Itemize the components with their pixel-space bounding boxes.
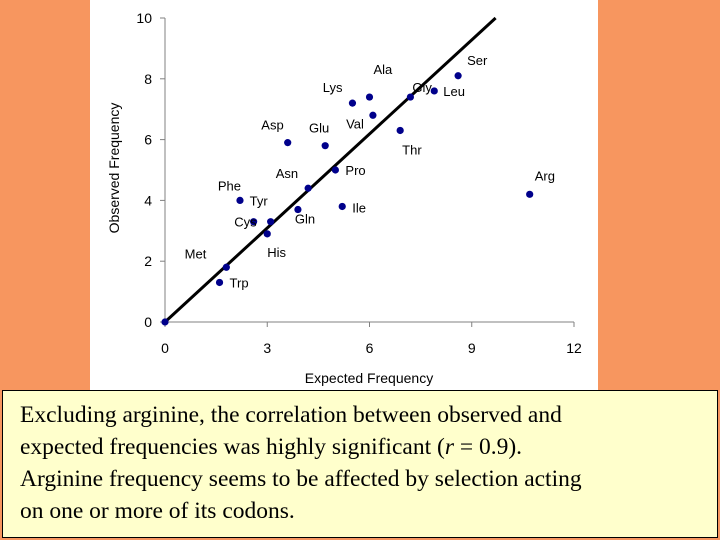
data-point-pro <box>331 166 340 174</box>
data-point-asp <box>284 139 292 147</box>
point-label-ile: Ile <box>352 200 366 215</box>
point-label-thr: Thr <box>402 142 422 157</box>
y-tick-label: 6 <box>144 132 152 148</box>
data-point-his <box>263 230 271 238</box>
regression-line <box>163 16 497 324</box>
chart-panel: 0 2 4 6 8 10 0 3 6 9 12 Expected Frequency Observed … <box>90 0 598 392</box>
point-label-asn: Asn <box>276 166 298 181</box>
data-point-lys <box>348 99 357 107</box>
data-point-met <box>222 263 230 271</box>
data-point-arg <box>526 190 534 198</box>
point-label-cys: Cys <box>234 215 257 230</box>
caption-line-2a: expected frequencies was highly signific… <box>20 434 445 460</box>
point-label-phe: Phe <box>218 178 241 193</box>
scatter-chart: 0 2 4 6 8 10 0 3 6 9 12 Expected Frequency Observed … <box>106 10 582 386</box>
point-label-trp: Trp <box>230 275 249 290</box>
caption-line-3: Arginine frequency seems to be affected … <box>20 466 582 492</box>
caption-line-4: on one or more of its codons. <box>20 498 295 524</box>
data-point-gln <box>294 205 302 214</box>
data-point-asn <box>304 184 312 192</box>
point-label-glu: Glu <box>309 121 329 136</box>
point-label-met: Met <box>185 246 207 261</box>
data-point-phe <box>236 196 244 204</box>
y-tick-label: 8 <box>144 71 152 87</box>
x-axis-title: Expected Frequency <box>305 370 433 386</box>
x-tick-label: 12 <box>566 340 582 356</box>
point-label-tyr: Tyr <box>250 194 269 209</box>
y-axis-title: Observed Frequency <box>106 103 122 234</box>
data-point-tyr <box>250 218 258 226</box>
caption-line-1: Excluding arginine, the correlation betw… <box>20 402 562 428</box>
data-point-trp <box>215 278 224 287</box>
data-point-ile <box>338 202 346 211</box>
data-point-cys <box>267 218 275 226</box>
data-point-ala <box>365 93 374 101</box>
x-tick-label: 9 <box>468 340 476 356</box>
x-tick-label: 3 <box>263 340 271 356</box>
point-label-gly: Gly <box>412 80 432 95</box>
point-label-val: Val <box>346 116 364 131</box>
y-tick-label: 0 <box>144 314 152 330</box>
data-point-gly <box>406 93 414 101</box>
data-point-ser <box>454 72 462 80</box>
caption-r-symbol: r <box>444 434 454 460</box>
data-point-thr <box>396 126 404 135</box>
caption-text: Excluding arginine, the correlation betw… <box>20 399 710 527</box>
point-label-ser: Ser <box>467 53 488 68</box>
point-label-leu: Leu <box>443 84 465 99</box>
y-tick-label: 10 <box>136 10 152 26</box>
point-label-his: His <box>267 245 286 260</box>
point-label-gln: Gln <box>295 212 315 227</box>
caption-box: Excluding arginine, the correlation betw… <box>2 390 718 538</box>
point-label-pro: Pro <box>345 163 365 178</box>
data-point-val <box>369 111 377 119</box>
data-point-leu <box>430 87 438 95</box>
y-tick-label: 2 <box>144 253 152 269</box>
caption-line-2b: = 0.9). <box>453 434 523 460</box>
point-label-ala: Ala <box>374 62 394 77</box>
data-point-glu <box>321 142 329 150</box>
x-tick-label: 6 <box>366 340 374 356</box>
x-tick-label: 0 <box>161 340 169 356</box>
point-label-lys: Lys <box>323 80 343 95</box>
point-label-asp: Asp <box>261 118 283 133</box>
data-point-origin <box>161 318 169 326</box>
y-tick-label: 4 <box>144 192 152 208</box>
point-label-arg: Arg <box>535 168 555 183</box>
